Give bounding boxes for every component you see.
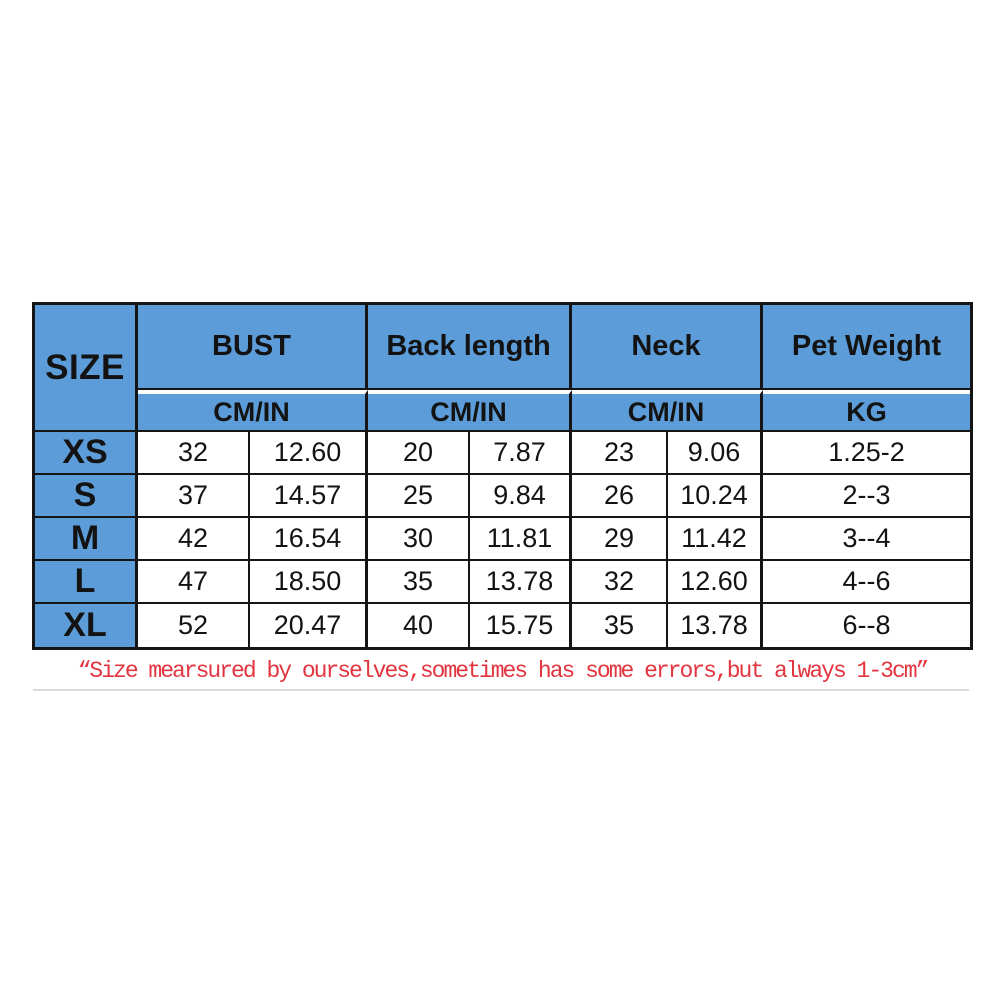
bottom-divider-line xyxy=(33,689,969,691)
value-cell: 14.57 xyxy=(250,475,369,518)
table-row-l: L 47 18.50 35 13.78 32 12.60 4--6 xyxy=(35,561,971,604)
value-cell: 13.78 xyxy=(470,561,573,604)
table-row-m: M 42 16.54 30 11.81 29 11.42 3--4 xyxy=(35,518,971,561)
value-cell: 30 xyxy=(368,518,471,561)
value-cell: 42 xyxy=(138,518,250,561)
value-cell: 25 xyxy=(368,475,471,518)
value-cell: 40 xyxy=(368,604,471,647)
header-neck: Neck xyxy=(572,305,764,390)
header-pet-weight: Pet Weight xyxy=(763,305,971,390)
value-cell: 18.50 xyxy=(250,561,369,604)
value-cell: 9.06 xyxy=(668,432,764,475)
table-row-xs: XS 32 12.60 20 7.87 23 9.06 1.25-2 xyxy=(35,432,971,475)
size-cell: L xyxy=(35,561,138,604)
size-cell: S xyxy=(35,475,138,518)
unit-bust: CM/IN xyxy=(138,390,369,432)
value-cell: 10.24 xyxy=(668,475,764,518)
value-cell: 12.60 xyxy=(668,561,764,604)
table-row-xl: XL 52 20.47 40 15.75 35 13.78 6--8 xyxy=(35,604,971,647)
value-cell: 1.25-2 xyxy=(763,432,971,475)
value-cell: 26 xyxy=(572,475,669,518)
value-cell: 32 xyxy=(138,432,250,475)
unit-back-length: CM/IN xyxy=(368,390,573,432)
value-cell: 2--3 xyxy=(763,475,971,518)
size-cell: XL xyxy=(35,604,138,647)
value-cell: 37 xyxy=(138,475,250,518)
value-cell: 11.42 xyxy=(668,518,764,561)
size-chart: SIZE BUST Back length Neck Pet Weight CM… xyxy=(32,302,974,691)
value-cell: 52 xyxy=(138,604,250,647)
value-cell: 11.81 xyxy=(470,518,573,561)
unit-pet-weight: KG xyxy=(763,390,971,432)
value-cell: 12.60 xyxy=(250,432,369,475)
value-cell: 29 xyxy=(572,518,669,561)
header-size: SIZE xyxy=(35,305,138,432)
header-bust: BUST xyxy=(138,305,369,390)
measurement-disclaimer: “Size mearsured by ourselves,sometimes h… xyxy=(77,658,930,684)
value-cell: 20.47 xyxy=(250,604,369,647)
value-cell: 7.87 xyxy=(470,432,573,475)
value-cell: 35 xyxy=(368,561,471,604)
value-cell: 15.75 xyxy=(470,604,573,647)
value-cell: 35 xyxy=(572,604,669,647)
value-cell: 16.54 xyxy=(250,518,369,561)
value-cell: 4--6 xyxy=(763,561,971,604)
value-cell: 3--4 xyxy=(763,518,971,561)
value-cell: 6--8 xyxy=(763,604,971,647)
value-cell: 23 xyxy=(572,432,669,475)
size-chart-table: SIZE BUST Back length Neck Pet Weight CM… xyxy=(32,302,974,650)
header-row-groups: SIZE BUST Back length Neck Pet Weight xyxy=(35,305,971,432)
value-cell: 47 xyxy=(138,561,250,604)
value-cell: 9.84 xyxy=(470,475,573,518)
table-row-s: S 37 14.57 25 9.84 26 10.24 2--3 xyxy=(35,475,971,518)
size-cell: XS xyxy=(35,432,138,475)
unit-neck: CM/IN xyxy=(572,390,764,432)
value-cell: 20 xyxy=(368,432,471,475)
header-row-units: CM/IN CM/IN CM/IN KG xyxy=(35,390,971,432)
value-cell: 32 xyxy=(572,561,669,604)
value-cell: 13.78 xyxy=(668,604,764,647)
size-cell: M xyxy=(35,518,138,561)
header-back-length: Back length xyxy=(368,305,573,390)
